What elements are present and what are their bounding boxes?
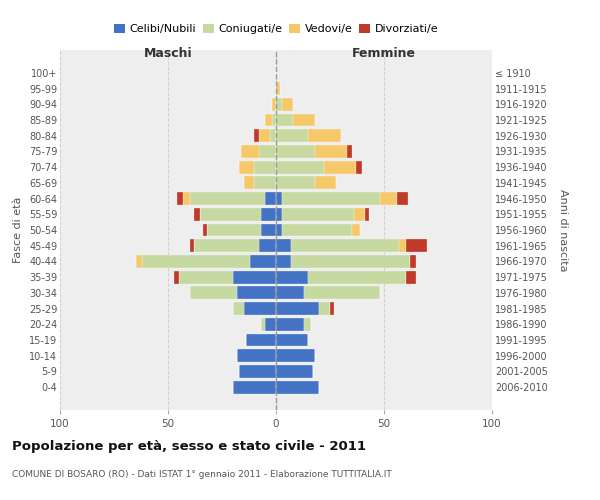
Bar xyxy=(276,255,291,268)
Bar xyxy=(276,129,308,142)
Bar xyxy=(276,192,283,205)
Bar xyxy=(246,334,276,346)
Bar xyxy=(207,224,261,236)
Bar xyxy=(272,114,276,126)
Bar xyxy=(259,129,269,142)
Bar xyxy=(244,302,276,315)
Bar xyxy=(354,208,365,220)
Bar xyxy=(233,270,276,283)
Bar xyxy=(276,224,283,236)
Bar xyxy=(380,192,397,205)
Bar xyxy=(315,176,337,190)
Bar xyxy=(276,208,283,220)
Bar xyxy=(136,255,142,268)
Bar xyxy=(254,160,276,173)
Bar xyxy=(291,240,399,252)
Bar xyxy=(265,192,276,205)
Bar xyxy=(183,192,190,205)
Bar xyxy=(233,302,244,315)
Bar xyxy=(283,208,354,220)
Text: Maschi: Maschi xyxy=(143,47,193,60)
Bar xyxy=(276,380,319,394)
Bar xyxy=(276,98,283,110)
Bar xyxy=(142,255,250,268)
Bar xyxy=(269,129,276,142)
Y-axis label: Fasce di età: Fasce di età xyxy=(13,197,23,263)
Bar xyxy=(237,350,276,362)
Bar xyxy=(190,192,265,205)
Bar xyxy=(272,98,276,110)
Bar xyxy=(241,145,259,158)
Bar xyxy=(250,255,276,268)
Bar xyxy=(175,270,179,283)
Bar xyxy=(283,224,352,236)
Text: Femmine: Femmine xyxy=(352,47,416,60)
Bar xyxy=(276,145,315,158)
Text: COMUNE DI BOSARO (RO) - Dati ISTAT 1° gennaio 2011 - Elaborazione TUTTITALIA.IT: COMUNE DI BOSARO (RO) - Dati ISTAT 1° ge… xyxy=(12,470,392,479)
Bar xyxy=(406,270,416,283)
Bar xyxy=(276,114,293,126)
Bar xyxy=(276,176,315,190)
Bar xyxy=(308,129,341,142)
Bar xyxy=(406,240,427,252)
Bar xyxy=(276,82,280,95)
Text: Popolazione per età, sesso e stato civile - 2011: Popolazione per età, sesso e stato civil… xyxy=(12,440,366,453)
Bar xyxy=(315,145,347,158)
Bar xyxy=(259,240,276,252)
Bar xyxy=(365,208,369,220)
Bar xyxy=(244,176,254,190)
Bar xyxy=(179,270,233,283)
Y-axis label: Anni di nascita: Anni di nascita xyxy=(559,188,568,271)
Bar xyxy=(276,334,308,346)
Bar xyxy=(291,255,410,268)
Bar xyxy=(194,208,200,220)
Bar xyxy=(293,114,315,126)
Bar xyxy=(276,365,313,378)
Bar xyxy=(203,224,207,236)
Bar xyxy=(265,114,272,126)
Bar xyxy=(356,160,362,173)
Legend: Celibi/Nubili, Coniugati/e, Vedovi/e, Divorziati/e: Celibi/Nubili, Coniugati/e, Vedovi/e, Di… xyxy=(109,20,443,39)
Bar xyxy=(330,302,334,315)
Bar xyxy=(276,286,304,300)
Bar xyxy=(304,286,380,300)
Bar xyxy=(319,302,330,315)
Bar xyxy=(399,240,406,252)
Bar xyxy=(233,380,276,394)
Bar xyxy=(254,176,276,190)
Bar xyxy=(265,318,276,331)
Bar xyxy=(323,160,356,173)
Bar xyxy=(176,192,183,205)
Bar xyxy=(190,240,194,252)
Bar xyxy=(190,286,237,300)
Bar xyxy=(276,318,304,331)
Bar xyxy=(410,255,416,268)
Bar xyxy=(276,350,315,362)
Bar xyxy=(239,365,276,378)
Bar xyxy=(347,145,352,158)
Bar xyxy=(194,240,259,252)
Bar xyxy=(276,240,291,252)
Bar xyxy=(254,129,259,142)
Bar xyxy=(352,224,360,236)
Bar xyxy=(237,286,276,300)
Bar xyxy=(276,160,323,173)
Bar xyxy=(276,270,308,283)
Bar xyxy=(276,302,319,315)
Bar xyxy=(239,160,254,173)
Bar xyxy=(308,270,406,283)
Bar xyxy=(283,192,380,205)
Bar xyxy=(283,98,293,110)
Bar xyxy=(200,208,261,220)
Bar xyxy=(261,208,276,220)
Bar xyxy=(304,318,311,331)
Bar xyxy=(261,318,265,331)
Bar xyxy=(259,145,276,158)
Bar xyxy=(397,192,408,205)
Bar xyxy=(261,224,276,236)
